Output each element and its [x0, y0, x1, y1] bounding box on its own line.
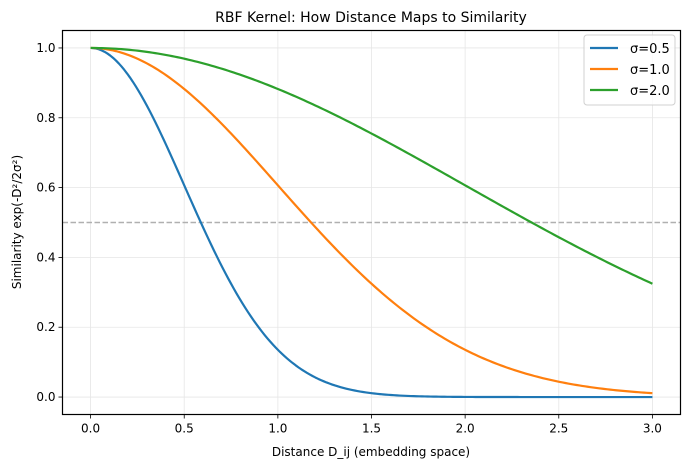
series-line	[90, 46, 653, 399]
x-tick-label: 1.0	[268, 422, 287, 436]
chart-title: RBF Kernel: How Distance Maps to Similar…	[215, 10, 527, 26]
x-tick-label: 3.0	[643, 422, 662, 436]
x-tick-label: 2.0	[456, 422, 475, 436]
y-tick-label: 0.6	[36, 181, 55, 195]
x-tick-label: 2.5	[549, 422, 568, 436]
series-line	[90, 46, 653, 285]
legend-label: σ=0.5	[630, 42, 670, 57]
x-tick-label: 1.5	[362, 422, 381, 436]
y-tick-label: 0.8	[36, 111, 55, 125]
legend-label: σ=2.0	[630, 84, 670, 99]
y-tick-label: 0.0	[36, 390, 55, 404]
series-lines	[90, 46, 653, 399]
x-tick-label: 0.0	[81, 422, 100, 436]
x-ticks: 0.0 0.5 1.0 1.5 2.0 2.5 3.0	[81, 414, 662, 436]
x-tick-label: 0.5	[175, 422, 194, 436]
x-axis-label: Distance D_ij (embedding space)	[272, 445, 470, 459]
legend: σ=0.5 σ=1.0 σ=2.0	[583, 34, 676, 106]
y-tick-label: 1.0	[36, 41, 55, 55]
y-ticks: 0.0 0.2 0.4 0.6 0.8 1.0	[36, 41, 63, 404]
y-axis-label: Similarity exp(-D²/2σ²)	[10, 155, 24, 289]
y-tick-label: 0.4	[36, 250, 55, 264]
legend-box	[583, 34, 676, 106]
y-tick-label: 0.2	[36, 320, 55, 334]
legend-label: σ=1.0	[630, 63, 670, 78]
series-line	[90, 46, 653, 395]
